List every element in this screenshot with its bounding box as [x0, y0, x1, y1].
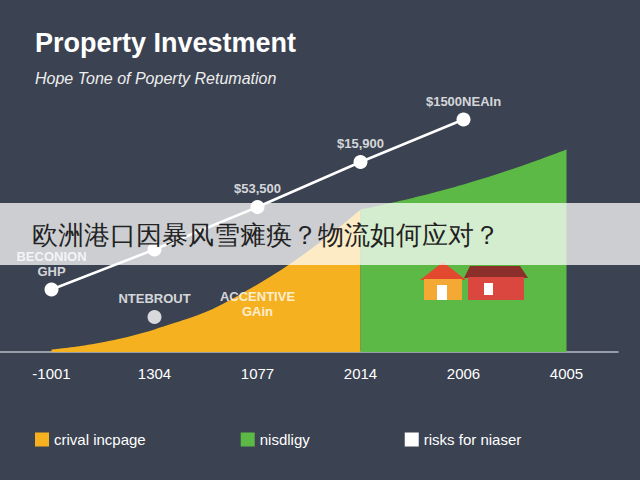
svg-text:nisdligy: nisdligy: [260, 431, 311, 448]
svg-text:1077: 1077: [241, 365, 274, 382]
svg-text:1304: 1304: [138, 365, 171, 382]
svg-text:欧洲港口因暴风雪瘫痪？物流如何应对？: 欧洲港口因暴风雪瘫痪？物流如何应对？: [32, 220, 500, 250]
svg-text:GAin: GAin: [242, 304, 273, 319]
svg-text:2014: 2014: [344, 365, 377, 382]
svg-text:4005: 4005: [550, 365, 583, 382]
svg-text:Property Investment: Property Investment: [35, 28, 296, 58]
svg-text:ACCENTIVE: ACCENTIVE: [220, 289, 295, 304]
svg-text:-1001: -1001: [32, 365, 70, 382]
svg-text:$53,500: $53,500: [234, 181, 281, 196]
svg-text:$1500NEAIn: $1500NEAIn: [426, 94, 501, 109]
svg-text:GHP: GHP: [37, 264, 66, 279]
svg-text:crival incpage: crival incpage: [54, 431, 146, 448]
svg-text:$15,900: $15,900: [337, 136, 384, 151]
svg-text:2006: 2006: [447, 365, 480, 382]
svg-text:risks for niaser: risks for niaser: [424, 431, 522, 448]
svg-text:NTEBROUT: NTEBROUT: [118, 291, 190, 306]
svg-text:Hope Tone of Poperty Retumatio: Hope Tone of Poperty Retumation: [35, 70, 276, 87]
